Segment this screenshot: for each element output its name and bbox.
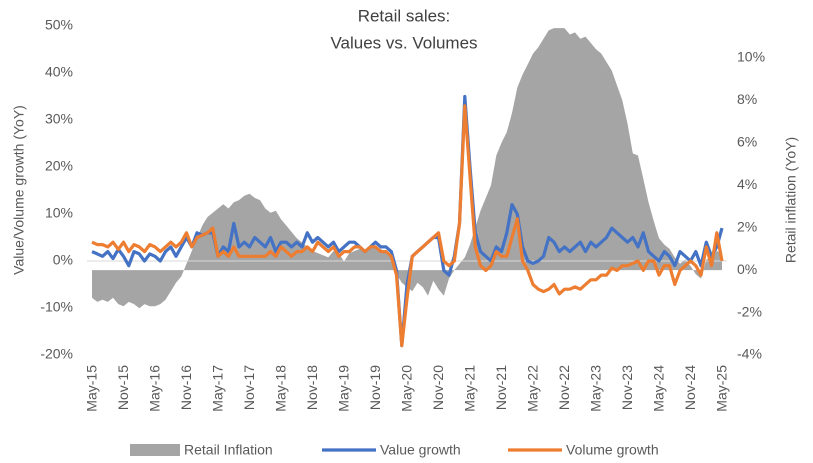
legend-label: Retail Inflation — [184, 442, 273, 458]
chart-subtitle: Values vs. Volumes — [330, 33, 477, 52]
y-tick-label: 40% — [45, 64, 73, 80]
x-tick-label: Nov-19 — [367, 365, 383, 410]
x-tick-label: Nov-23 — [619, 365, 635, 410]
y-tick-label: 10% — [45, 205, 73, 221]
x-tick-label: Nov-22 — [556, 365, 572, 410]
x-tick-label: May-25 — [714, 365, 730, 412]
x-tick-label: Nov-21 — [493, 365, 509, 410]
line — [91, 104, 724, 348]
y2-tick-label: 0% — [737, 261, 757, 277]
y2-tick-label: 8% — [737, 91, 757, 107]
y2-tick-label: 2% — [737, 218, 757, 234]
x-tick-label: May-19 — [336, 365, 352, 412]
x-tick-label: May-17 — [210, 365, 226, 412]
y-tick-label: -20% — [40, 346, 73, 362]
y-axis-label: Value/Volume growth (YoY) — [11, 105, 27, 275]
y-tick-label: 0% — [53, 252, 73, 268]
legend-label: Value growth — [380, 442, 461, 458]
y2-tick-label: -2% — [737, 303, 762, 319]
y-tick-label: 30% — [45, 111, 73, 127]
legend-swatch — [130, 444, 180, 456]
y-tick-label: -10% — [40, 299, 73, 315]
y2-tick-label: 4% — [737, 176, 757, 192]
y2-axis-label: Retail inflation (YoY) — [783, 137, 799, 263]
x-tick-label: Nov-20 — [430, 365, 446, 410]
y-tick-label: 20% — [45, 158, 73, 174]
y-tick-label: 50% — [45, 17, 73, 33]
x-tick-label: May-23 — [588, 365, 604, 412]
x-tick-label: Nov-18 — [304, 365, 320, 410]
x-tick-label: May-22 — [525, 365, 541, 412]
x-tick-label: May-24 — [651, 365, 667, 412]
x-tick-label: Nov-16 — [178, 365, 194, 410]
area — [92, 28, 722, 309]
x-tick-label: May-16 — [147, 365, 163, 412]
x-tick-label: May-15 — [84, 365, 100, 412]
x-tick-label: Nov-15 — [115, 365, 131, 410]
x-tick-label: May-18 — [273, 365, 289, 412]
x-tick-label: Nov-17 — [241, 365, 257, 410]
line — [91, 94, 724, 348]
legend-label: Volume growth — [566, 442, 659, 458]
y2-tick-label: -4% — [737, 346, 762, 362]
x-tick-label: May-20 — [399, 365, 415, 412]
x-tick-label: May-21 — [462, 365, 478, 412]
y2-tick-label: 6% — [737, 133, 757, 149]
x-tick-label: Nov-24 — [682, 365, 698, 410]
y2-tick-label: 10% — [737, 49, 765, 65]
chart-title: Retail sales: — [358, 6, 451, 25]
